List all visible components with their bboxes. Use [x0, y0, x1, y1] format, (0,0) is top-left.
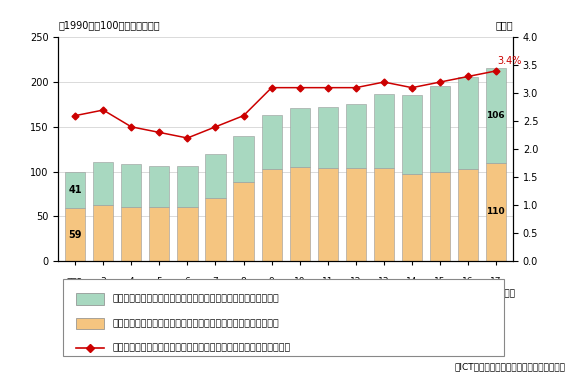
Bar — [177, 166, 198, 207]
Bar — [374, 94, 394, 168]
Bar — [93, 205, 113, 261]
Text: 16: 16 — [462, 277, 474, 286]
Text: 10: 10 — [294, 277, 305, 286]
Bar — [318, 107, 338, 168]
Bar — [233, 182, 254, 261]
Text: （％）: （％） — [496, 21, 513, 31]
Bar — [93, 162, 113, 205]
Bar — [458, 77, 478, 169]
Text: 3: 3 — [100, 277, 106, 286]
Bar — [76, 293, 104, 305]
Bar — [374, 168, 394, 261]
Text: 平成2: 平成2 — [67, 277, 83, 286]
Bar — [149, 207, 170, 261]
Bar — [121, 164, 142, 207]
Bar — [177, 207, 198, 261]
Bar — [318, 168, 338, 261]
Bar — [76, 318, 104, 329]
Bar — [486, 68, 506, 163]
Text: 8: 8 — [241, 277, 247, 286]
Bar — [205, 198, 226, 261]
Bar — [402, 95, 422, 174]
Bar — [430, 86, 450, 172]
Text: 59: 59 — [68, 230, 82, 240]
Bar — [346, 104, 366, 168]
Bar — [233, 136, 254, 182]
Bar — [346, 168, 366, 261]
Bar — [205, 154, 226, 198]
Text: 13: 13 — [378, 277, 389, 286]
Bar — [430, 172, 450, 261]
Text: （1990年＝100として指数化）: （1990年＝100として指数化） — [58, 21, 160, 31]
Text: 4: 4 — [128, 277, 134, 286]
Text: 『ICTの経済分析に関する調査』により作成: 『ICTの経済分析に関する調査』により作成 — [455, 362, 566, 371]
Text: 5: 5 — [156, 277, 162, 286]
Bar — [262, 115, 282, 169]
Bar — [65, 172, 85, 208]
Text: 11: 11 — [322, 277, 333, 286]
Text: 1995: 1995 — [176, 288, 199, 297]
Text: 2000: 2000 — [288, 288, 311, 297]
Text: 3.4%: 3.4% — [498, 56, 522, 66]
Text: 17: 17 — [490, 277, 502, 286]
Bar — [149, 166, 170, 207]
Text: 9: 9 — [269, 277, 275, 286]
Text: 110: 110 — [486, 207, 505, 216]
Bar — [65, 208, 85, 261]
Bar — [262, 169, 282, 261]
Text: 7: 7 — [213, 277, 219, 286]
Text: 情報通信資本ストックに占めるハードウェアの割合（左目盛り）: 情報通信資本ストックに占めるハードウェアの割合（左目盛り） — [113, 319, 280, 328]
FancyBboxPatch shape — [63, 279, 504, 357]
Text: 15: 15 — [434, 277, 446, 286]
Text: 2005（年）: 2005（年） — [477, 288, 516, 297]
Bar — [486, 163, 506, 261]
Bar — [402, 174, 422, 261]
Bar — [458, 169, 478, 261]
Text: 106: 106 — [486, 111, 505, 120]
Text: 12: 12 — [350, 277, 361, 286]
Text: 41: 41 — [68, 185, 82, 195]
Bar — [290, 108, 310, 167]
Text: 14: 14 — [406, 277, 417, 286]
Text: 情報通信資本ストックに占めるソフトウェアの割合（左目盛り）: 情報通信資本ストックに占めるソフトウェアの割合（左目盛り） — [113, 295, 280, 304]
Text: 1990: 1990 — [64, 288, 87, 297]
Bar — [290, 167, 310, 261]
Bar — [121, 207, 142, 261]
Text: 6: 6 — [185, 277, 190, 286]
Text: 民間資本ストックに占める情報通信資本ストックの割合（右目盛り）: 民間資本ストックに占める情報通信資本ストックの割合（右目盛り） — [113, 344, 291, 353]
